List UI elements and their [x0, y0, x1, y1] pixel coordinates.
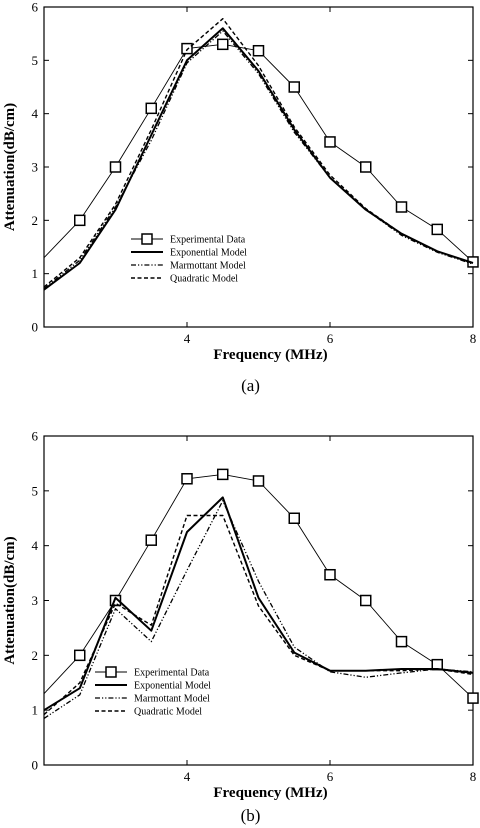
panel-label: (a)	[241, 376, 260, 395]
x-tick-label: 4	[184, 769, 191, 784]
data-point	[217, 38, 229, 51]
legend-marker	[105, 666, 117, 678]
series-line-0	[43, 473, 474, 699]
y-axis-label: Attenuation(dB/cm)	[2, 536, 18, 664]
y-tick-label: 1	[32, 266, 39, 281]
y-tick-label: 2	[32, 648, 39, 663]
y-tick-label: 5	[32, 483, 39, 498]
data-point	[181, 473, 193, 485]
y-tick-label: 6	[32, 0, 39, 15]
legend-entry: Marmottant Model	[134, 694, 210, 705]
x-tick-label: 6	[327, 331, 334, 346]
x-axis-label: Frequency (MHz)	[213, 347, 327, 363]
legend-entry: Quadratic Model	[170, 274, 238, 285]
x-tick-label: 4	[184, 331, 191, 346]
data-point	[252, 475, 265, 487]
y-tick-label: 3	[32, 160, 39, 175]
data-point	[467, 692, 479, 704]
y-tick-label: 5	[32, 53, 39, 68]
legend-entry: Quadratic Model	[134, 707, 202, 718]
x-axis-label: Frequency (MHz)	[213, 785, 327, 801]
legend-entry: Experimental Data	[170, 235, 246, 246]
legend-entry: Experimental Data	[134, 668, 210, 679]
data-point	[288, 81, 300, 93]
series-line-1	[43, 27, 474, 291]
legend-marker	[141, 233, 153, 245]
data-point	[74, 214, 86, 227]
series-line-2	[43, 30, 474, 290]
series-line-3	[43, 18, 474, 288]
data-point	[360, 594, 372, 607]
data-point	[288, 512, 300, 524]
data-point	[360, 161, 372, 173]
data-point	[324, 568, 336, 581]
data-point	[252, 44, 265, 57]
x-tick-label: 8	[470, 769, 477, 784]
series-line-0	[43, 43, 474, 263]
x-tick-label: 6	[327, 769, 334, 784]
y-tick-label: 2	[32, 213, 39, 228]
legend-entry: Exponential Model	[134, 681, 211, 692]
panel-label: (b)	[241, 806, 261, 825]
data-point	[181, 42, 193, 55]
data-point	[109, 161, 122, 173]
data-point	[395, 635, 408, 648]
y-axis-label: Attenuation(dB/cm)	[2, 103, 18, 231]
y-tick-label: 0	[32, 320, 39, 335]
data-point	[145, 534, 157, 546]
data-point	[217, 468, 229, 481]
y-tick-label: 3	[32, 593, 39, 608]
data-point	[324, 136, 336, 148]
chart-panel-a: 0 1 2 3 4 5 6 4 6 8 Frequency (MHz) Attenuation(dB/…	[2, 0, 479, 395]
data-point	[395, 201, 408, 213]
series-line-2	[43, 500, 474, 719]
series-line-1	[43, 496, 474, 712]
data-point	[431, 223, 443, 236]
data-point	[74, 649, 86, 662]
data-point	[145, 102, 157, 115]
y-tick-label: 4	[32, 106, 39, 121]
y-tick-label: 4	[32, 538, 39, 553]
y-tick-label: 6	[32, 429, 39, 444]
legend-entry: Exponential Model	[170, 248, 247, 259]
x-tick-label: 8	[470, 331, 477, 346]
chart-panel-b: 0 1 2 3 4 5 6 4 6 8 Frequency (MHz) Attenuation(dB/…	[2, 429, 479, 825]
y-tick-label: 1	[32, 703, 39, 718]
y-tick-label: 0	[32, 758, 39, 773]
series-line-3	[43, 514, 474, 716]
legend-entry: Marmottant Model	[170, 261, 246, 272]
